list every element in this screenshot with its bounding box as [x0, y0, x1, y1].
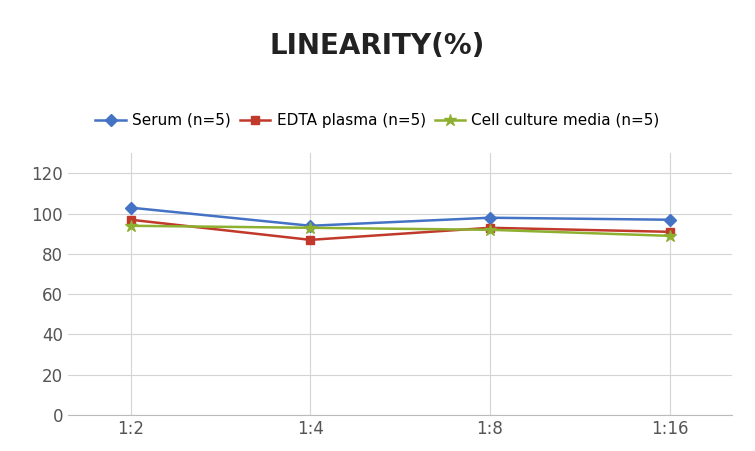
Serum (n=5): [306, 223, 315, 229]
Cell culture media (n=5): [485, 227, 495, 233]
Cell culture media (n=5): [126, 223, 135, 229]
Text: LINEARITY(%): LINEARITY(%): [270, 32, 485, 60]
EDTA plasma (n=5): [485, 225, 495, 230]
Cell culture media (n=5): [306, 225, 315, 230]
Serum (n=5): [665, 217, 674, 222]
EDTA plasma (n=5): [665, 229, 674, 235]
Line: Serum (n=5): Serum (n=5): [127, 203, 673, 230]
EDTA plasma (n=5): [126, 217, 135, 222]
Cell culture media (n=5): [665, 233, 674, 239]
Line: EDTA plasma (n=5): EDTA plasma (n=5): [127, 216, 673, 244]
Serum (n=5): [485, 215, 495, 221]
EDTA plasma (n=5): [306, 237, 315, 243]
Serum (n=5): [126, 205, 135, 210]
Legend: Serum (n=5), EDTA plasma (n=5), Cell culture media (n=5): Serum (n=5), EDTA plasma (n=5), Cell cul…: [89, 107, 666, 134]
Line: Cell culture media (n=5): Cell culture media (n=5): [125, 220, 676, 242]
